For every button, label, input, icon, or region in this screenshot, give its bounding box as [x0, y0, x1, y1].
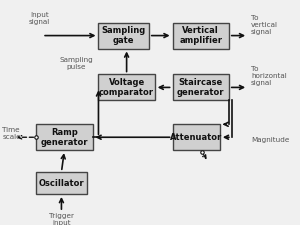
Bar [36, 124, 92, 150]
Text: Magnitude: Magnitude [251, 137, 290, 143]
Text: Input
signal: Input signal [28, 12, 50, 25]
Bar [172, 124, 220, 150]
Text: To
vertical
signal: To vertical signal [251, 15, 278, 35]
Text: Time
scale: Time scale [2, 127, 21, 140]
Text: Staircase
generator: Staircase generator [177, 78, 224, 97]
Bar [36, 172, 87, 194]
Text: Ramp
generator: Ramp generator [40, 128, 88, 147]
Text: To
horizontal
signal: To horizontal signal [251, 66, 287, 86]
Bar [172, 23, 229, 49]
Text: Sampling
pulse: Sampling pulse [59, 56, 93, 70]
Bar [98, 23, 149, 49]
Text: Vertical
amplifier: Vertical amplifier [179, 26, 222, 45]
Text: Attenuator: Attenuator [170, 133, 222, 142]
Text: Sampling
gate: Sampling gate [101, 26, 146, 45]
Bar [172, 74, 229, 100]
Text: Oscillator: Oscillator [39, 179, 84, 188]
Text: Trigger
input: Trigger input [49, 213, 74, 225]
Bar [98, 74, 155, 100]
Text: Voltage
comparator: Voltage comparator [99, 78, 154, 97]
